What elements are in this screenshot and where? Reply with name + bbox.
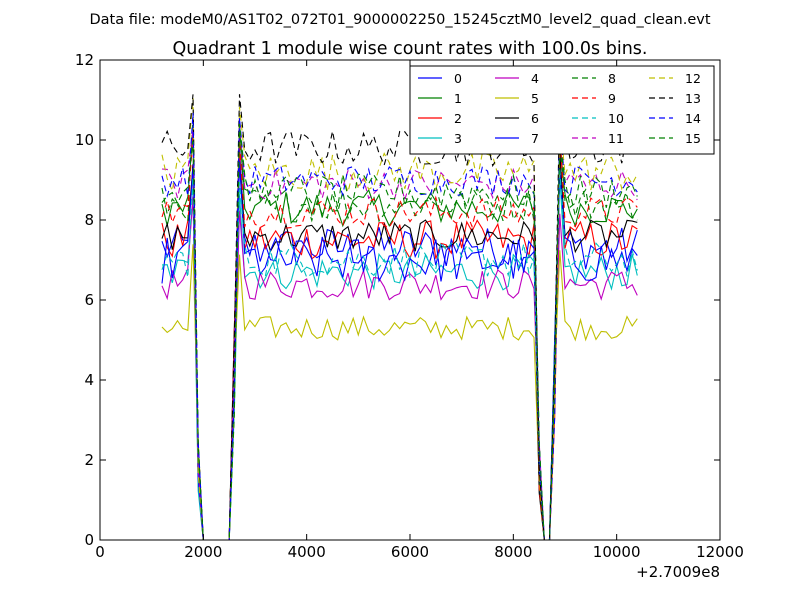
y-tick-label-0: 0 <box>84 531 94 549</box>
legend-label-14: 14 <box>685 111 701 126</box>
y-tick-label-6: 12 <box>75 51 94 69</box>
series-line-13 <box>161 94 638 540</box>
x-tick-label-4: 8000 <box>494 543 532 561</box>
legend-label-2: 2 <box>454 111 462 126</box>
x-tick-label-1: 2000 <box>184 543 222 561</box>
x-tick-label-5: 10000 <box>593 543 641 561</box>
series-layer <box>161 94 638 540</box>
legend-label-6: 6 <box>531 111 539 126</box>
series-line-1 <box>161 124 638 540</box>
legend-label-5: 5 <box>531 91 539 106</box>
x-tick-label-0: 0 <box>95 543 105 561</box>
legend-label-8: 8 <box>608 71 616 86</box>
y-tick-label-3: 6 <box>84 291 94 309</box>
y-tick-label-5: 10 <box>75 131 94 149</box>
x-tick-label-6: 12000 <box>696 543 744 561</box>
series-line-14 <box>161 112 638 540</box>
series-line-2 <box>161 152 638 540</box>
legend-label-9: 9 <box>608 91 616 106</box>
chart-suptitle: Data file: modeM0/AS1T02_072T01_90000022… <box>89 12 710 28</box>
x-tick-label-2: 4000 <box>288 543 326 561</box>
series-line-6 <box>161 152 638 540</box>
x-offset-label: +2.7009e8 <box>636 563 720 581</box>
legend-label-15: 15 <box>685 131 701 146</box>
legend-label-13: 13 <box>685 91 701 106</box>
series-line-4 <box>161 197 638 540</box>
chart-title: Quadrant 1 module wise count rates with … <box>173 39 648 59</box>
legend-label-7: 7 <box>531 131 539 146</box>
series-line-5 <box>161 244 638 540</box>
y-tick-label-4: 8 <box>84 211 94 229</box>
series-line-9 <box>161 131 638 540</box>
y-tick-label-1: 2 <box>84 451 94 469</box>
legend-label-0: 0 <box>454 71 462 86</box>
legend-label-1: 1 <box>454 91 462 106</box>
y-tick-label-2: 4 <box>84 371 94 389</box>
legend-label-10: 10 <box>608 111 624 126</box>
legend-label-4: 4 <box>531 71 539 86</box>
series-line-12 <box>161 98 638 540</box>
series-line-15 <box>161 123 638 540</box>
legend-label-11: 11 <box>608 131 624 146</box>
x-tick-label-3: 6000 <box>391 543 429 561</box>
legend-label-12: 12 <box>685 71 701 86</box>
legend-box <box>409 65 715 155</box>
legend-label-3: 3 <box>454 131 462 146</box>
